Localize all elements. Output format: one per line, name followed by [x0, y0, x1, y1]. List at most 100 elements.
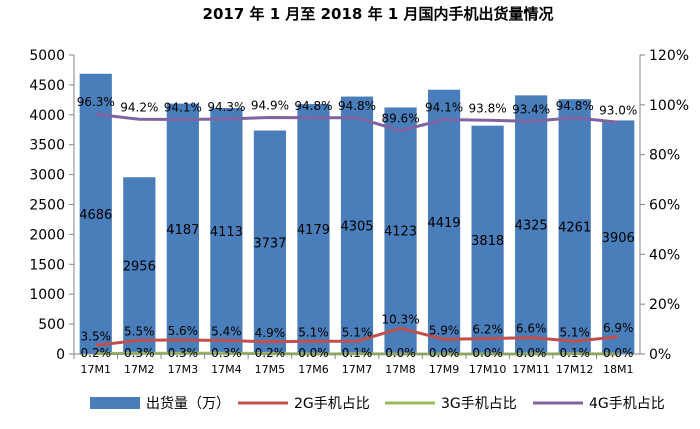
- line4-data-label: 94.8%: [294, 99, 332, 113]
- line4-data-label: 89.6%: [381, 112, 419, 126]
- bar-value-label: 4325: [515, 219, 548, 234]
- right-tick-label: 20%: [649, 297, 680, 313]
- line3-data-label: 0.0%: [429, 346, 460, 360]
- bar-17M1: [79, 73, 112, 355]
- right-tick-label: 0%: [649, 347, 671, 363]
- x-tick-label: 17M11: [512, 363, 550, 376]
- left-tick-label: 3500: [29, 138, 65, 154]
- x-tick-label: 17M4: [211, 363, 242, 376]
- line3-data-label: 0.2%: [255, 346, 286, 360]
- bar-value-label: 2956: [123, 260, 156, 275]
- line2-data-label: 5.1%: [342, 325, 373, 339]
- line2-data-label: 6.9%: [603, 321, 634, 335]
- left-tick-label: 2000: [29, 227, 65, 243]
- bar-value-label: 4187: [166, 223, 199, 238]
- x-tick-label: 17M8: [385, 363, 416, 376]
- line2-data-label: 5.9%: [429, 323, 460, 337]
- bar-17M11: [515, 95, 548, 355]
- line2-data-label: 5.5%: [124, 324, 155, 338]
- line4-data-label: 94.8%: [556, 99, 594, 113]
- x-tick-label: 17M9: [429, 363, 460, 376]
- bar-value-label: 4113: [210, 225, 243, 240]
- line4-data-label: 94.1%: [425, 101, 463, 115]
- bar-17M4: [210, 108, 243, 354]
- left-tick-label: 1000: [29, 287, 65, 303]
- x-tick-label: 17M6: [298, 363, 329, 376]
- bar-17M7: [340, 96, 374, 354]
- bar-value-label: 4123: [384, 225, 417, 240]
- line2-data-label: 5.6%: [168, 324, 199, 338]
- line2-data-label: 4.9%: [255, 326, 286, 340]
- bar-18M1: [602, 120, 635, 354]
- legend-swatch-1: [90, 397, 140, 409]
- line4-data-label: 93.8%: [469, 101, 507, 115]
- left-tick-label: 0: [56, 347, 65, 363]
- right-tick-label: 40%: [649, 247, 680, 263]
- x-tick-label: 17M3: [168, 363, 199, 376]
- line2-data-label: 5.1%: [559, 325, 590, 339]
- legend-label-4: 4G手机占比: [589, 396, 665, 412]
- line4-data-label: 94.3%: [207, 100, 245, 114]
- line2-data-label: 10.3%: [381, 312, 419, 326]
- bar-17M6: [297, 104, 330, 355]
- line4-data-label: 96.3%: [77, 95, 115, 109]
- legend-label-3: 3G手机占比: [441, 396, 517, 412]
- chart-title: 2017 年 1 月至 2018 年 1 月国内手机出货量情况: [203, 5, 554, 23]
- line3-data-label: 0.3%: [211, 346, 242, 360]
- bar-17M3: [166, 103, 199, 354]
- bar-17M5: [253, 130, 287, 354]
- bar-value-label: 4261: [558, 221, 591, 236]
- line2-data-label: 3.5%: [81, 329, 112, 343]
- left-tick-label: 500: [38, 317, 65, 333]
- x-tick-label: 17M2: [124, 363, 155, 376]
- bar-17M2: [123, 177, 156, 354]
- line4-data-label: 94.2%: [120, 100, 158, 114]
- line3-data-label: 0.0%: [298, 346, 329, 360]
- line-series-4: [95, 112, 619, 133]
- line3-data-label: 0.1%: [342, 346, 373, 360]
- line2-data-label: 6.2%: [472, 323, 503, 337]
- x-tick-label: 17M7: [342, 363, 373, 376]
- line3-data-label: 0.3%: [168, 346, 199, 360]
- bar-17M9: [427, 89, 461, 354]
- right-tick-label: 60%: [649, 198, 680, 214]
- bar-17M10: [471, 125, 504, 355]
- legend-label-1: 出货量（万）: [146, 395, 230, 412]
- right-tick-label: 100%: [649, 98, 689, 114]
- left-tick-label: 2500: [29, 198, 65, 214]
- bar-17M8: [384, 107, 417, 354]
- x-tick-label: 17M12: [556, 363, 594, 376]
- bar-value-label: 3906: [602, 231, 635, 246]
- left-tick-label: 1500: [29, 257, 65, 273]
- left-tick-label: 4000: [29, 108, 65, 124]
- bar-value-label: 4179: [297, 223, 330, 238]
- x-tick-label: 18M1: [603, 363, 634, 376]
- right-tick-label: 120%: [649, 48, 689, 64]
- line2-data-label: 6.6%: [516, 322, 547, 336]
- bar-value-label: 4305: [340, 219, 373, 234]
- line4-data-label: 93.0%: [599, 103, 637, 117]
- line2-data-label: 5.4%: [211, 325, 242, 339]
- bar-value-label: 3737: [253, 236, 286, 251]
- x-tick-label: 17M5: [255, 363, 286, 376]
- left-tick-label: 5000: [29, 48, 65, 64]
- line4-data-label: 94.8%: [338, 99, 376, 113]
- line2-data-label: 5.1%: [298, 325, 329, 339]
- bar-17M12: [558, 99, 591, 354]
- line4-data-label: 94.9%: [251, 99, 289, 113]
- line3-data-label: 0.0%: [472, 346, 503, 360]
- line3-data-label: 0.0%: [603, 346, 634, 360]
- line3-data-label: 0.0%: [516, 346, 547, 360]
- bar-value-label: 4419: [428, 216, 461, 231]
- left-tick-label: 4500: [29, 78, 65, 94]
- bar-value-label: 3818: [471, 234, 504, 249]
- x-tick-label: 17M10: [469, 363, 507, 376]
- line4-data-label: 93.4%: [512, 102, 550, 116]
- line3-data-label: 0.3%: [124, 346, 155, 360]
- line4-data-label: 94.1%: [164, 101, 202, 115]
- left-tick-label: 3000: [29, 168, 65, 184]
- line-series-2: [95, 326, 619, 347]
- line3-data-label: 0.0%: [385, 346, 416, 360]
